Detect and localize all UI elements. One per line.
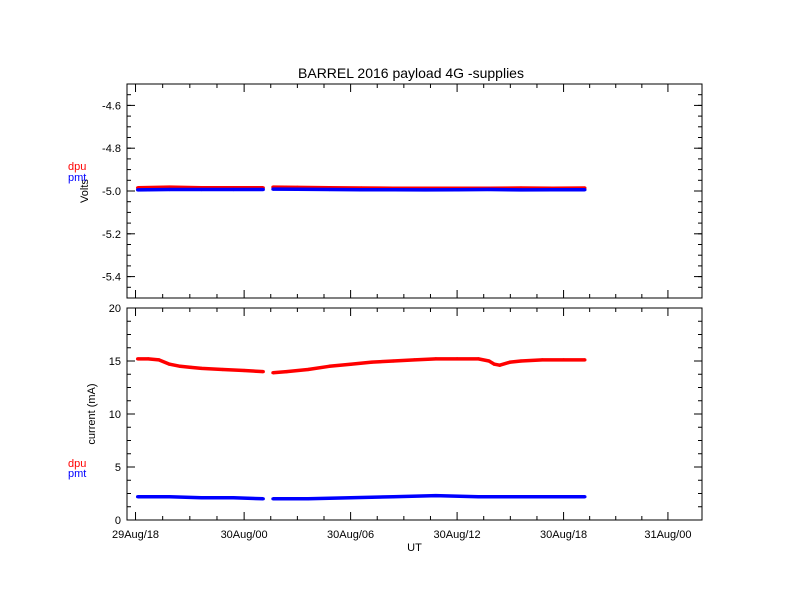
data-point-dpu — [370, 360, 374, 364]
x-tick-label: 30Aug/06 — [327, 529, 374, 541]
data-point-dpu — [492, 362, 496, 366]
y-axis-label: current (mA) — [86, 383, 98, 444]
x-tick-label: 30Aug/18 — [540, 529, 587, 541]
data-point-dpu — [221, 367, 225, 372]
data-point-pmt — [271, 497, 275, 501]
y-tick-label: -4.6 — [102, 100, 121, 112]
current-panel: 0 5 10 15 20 29Aug/18 30Aug/00 30Aug/06 30Aug/12… — [68, 303, 703, 554]
data-point-pmt — [434, 494, 438, 498]
data-point-dpu — [271, 371, 275, 375]
data-point-pmt — [168, 495, 172, 499]
data-point-dpu — [498, 363, 502, 367]
data-point-dpu — [540, 358, 544, 362]
data-point-dpu — [391, 359, 395, 363]
data-point-dpu — [455, 357, 459, 361]
data-point-pmt — [519, 495, 523, 499]
data-point-dpu — [434, 357, 438, 361]
y-tick-label: 20 — [109, 303, 121, 315]
x-axis-label: UT — [407, 542, 422, 554]
data-point-pmt — [476, 495, 480, 499]
series-line-pmt — [272, 493, 585, 501]
x-tick-label: 31Aug/00 — [644, 529, 691, 541]
data-point-pmt — [359, 188, 363, 192]
data-point-dpu — [487, 359, 491, 363]
data-point-pmt — [136, 495, 140, 499]
data-point-dpu — [242, 368, 246, 373]
data-point-pmt — [261, 497, 265, 501]
data-point-pmt — [519, 188, 523, 192]
series-line-dpu — [272, 357, 585, 375]
data-point-pmt — [349, 496, 353, 500]
data-point-pmt — [562, 495, 566, 499]
data-point-dpu — [327, 364, 331, 368]
data-point-pmt — [136, 188, 140, 192]
data-point-pmt — [455, 188, 459, 192]
data-point-dpu — [508, 360, 512, 364]
y-tick-label: -5.0 — [102, 186, 121, 198]
y-tick-label: 5 — [115, 462, 121, 474]
data-point-dpu — [519, 359, 523, 363]
data-point-dpu — [306, 367, 310, 372]
y-tick-label: 15 — [109, 356, 121, 368]
data-point-dpu — [136, 357, 140, 361]
x-tick-label: 30Aug/12 — [434, 529, 481, 541]
data-point-pmt — [583, 188, 587, 192]
data-point-pmt — [261, 187, 265, 192]
y-tick-label: -5.4 — [102, 272, 121, 284]
data-point-pmt — [199, 187, 204, 192]
y-tick-label: -4.8 — [102, 143, 121, 155]
y-tick-label: 10 — [109, 409, 121, 421]
series-line-dpu — [137, 357, 264, 374]
data-point-dpu — [349, 362, 353, 366]
legend-dpu: dpu — [68, 161, 86, 173]
data-point-pmt — [327, 187, 331, 192]
data-point-dpu — [189, 365, 193, 369]
data-point-pmt — [168, 187, 172, 192]
data-point-dpu — [412, 358, 417, 362]
data-point-pmt — [306, 497, 310, 501]
data-point-dpu — [146, 357, 150, 361]
data-point-pmt — [551, 188, 555, 192]
data-point-dpu — [178, 364, 182, 368]
data-point-pmt — [231, 496, 236, 500]
data-point-pmt — [487, 187, 491, 192]
chart-title: BARREL 2016 payload 4G -supplies — [298, 65, 524, 81]
data-point-dpu — [285, 370, 289, 374]
legend-dpu: dpu — [68, 458, 86, 470]
data-point-dpu — [168, 362, 172, 366]
y-tick-label: 0 — [115, 515, 121, 527]
y-axis-label: Volts — [79, 179, 91, 203]
data-point-pmt — [295, 187, 299, 191]
data-point-pmt — [423, 188, 427, 192]
data-point-dpu — [562, 358, 566, 362]
data-point-pmt — [271, 187, 275, 191]
data-point-dpu — [261, 370, 265, 374]
x-tick-label: 30Aug/00 — [221, 529, 268, 541]
data-point-pmt — [391, 188, 395, 192]
data-point-pmt — [199, 496, 204, 500]
legend-pmt: pmt — [68, 172, 86, 184]
data-point-pmt — [583, 495, 587, 499]
data-point-dpu — [583, 358, 587, 362]
data-point-dpu — [476, 357, 480, 361]
data-point-pmt — [391, 495, 395, 499]
y-tick-label: -5.2 — [102, 229, 121, 241]
plot-frame — [126, 307, 703, 521]
x-tick-label: 29Aug/18 — [112, 529, 159, 541]
data-point-pmt — [231, 187, 236, 192]
series-line-pmt — [272, 187, 585, 192]
legend-pmt: pmt — [68, 468, 86, 480]
data-point-dpu — [199, 366, 204, 370]
data-point-dpu — [157, 358, 161, 362]
